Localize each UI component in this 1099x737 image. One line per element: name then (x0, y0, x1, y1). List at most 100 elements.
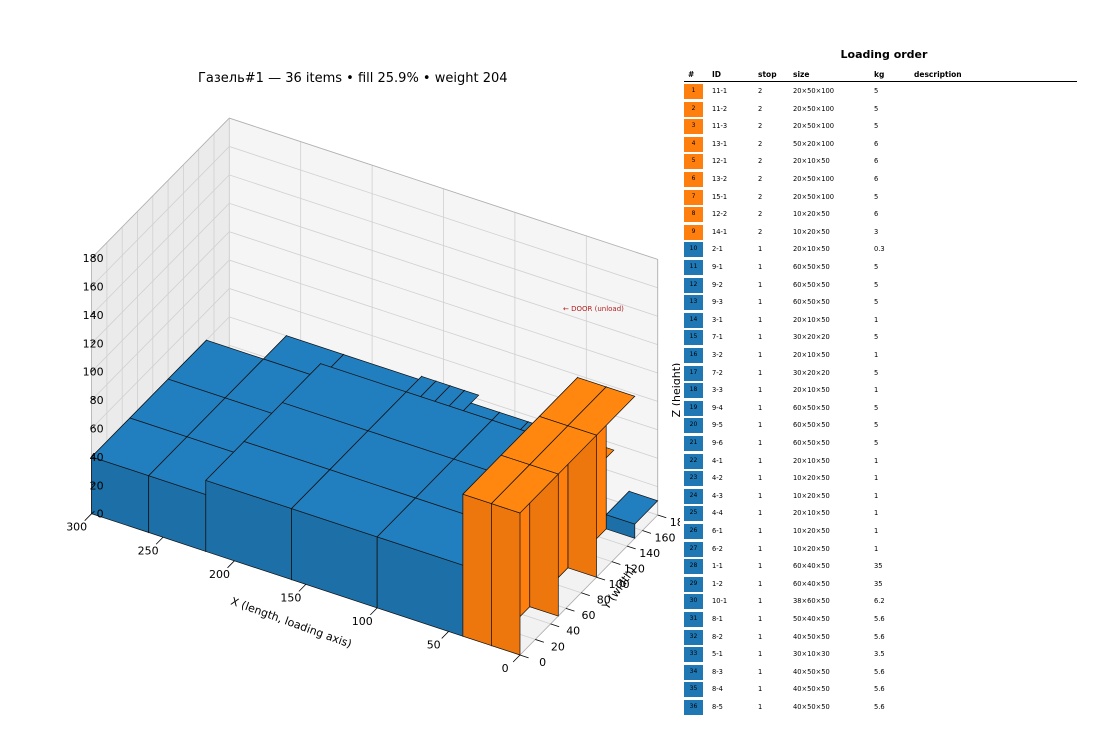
row-kg: 3 (874, 227, 879, 236)
x-tick-label: 50 (427, 639, 441, 652)
stop-color-swatch (684, 207, 703, 223)
stop-color-swatch (684, 629, 703, 645)
cargo-box-stop1 (90, 417, 188, 533)
row-size: 10×20×50 (793, 527, 830, 535)
row-size: 60×50×50 (793, 280, 830, 289)
stop-color-swatch (684, 541, 703, 557)
x-tick-label: 150 (280, 591, 301, 604)
loading-order-row: 18 3-3 1 20×10×50 1 (684, 382, 1084, 400)
z-tick (91, 482, 95, 486)
y-tick (565, 607, 575, 612)
y-tick-label: 0 (539, 656, 546, 669)
row-id: 7-1 (712, 333, 723, 342)
y-tick-label: 60 (582, 609, 596, 622)
row-size: 60×40×50 (793, 579, 830, 588)
loading-order-row: 31 8-1 1 50×40×50 5.6 (684, 611, 1084, 629)
row-id: 4-3 (712, 491, 723, 500)
row-size: 60×50×50 (793, 403, 830, 412)
row-kg: 3.5 (874, 650, 885, 659)
row-size: 10×20×50 (793, 210, 830, 219)
row-num: 30 (689, 597, 698, 605)
row-kg: 5 (874, 439, 879, 447)
row-size: 20×10×50 (793, 351, 830, 359)
door-annotation: ← DOOR (unload) (563, 305, 624, 313)
y-tick (581, 592, 590, 596)
row-num: 31 (689, 615, 698, 622)
x-tick-label: 100 (352, 615, 373, 628)
z-tick-label: 160 (83, 281, 104, 294)
y-tick-label: 160 (655, 531, 676, 544)
row-size: 20×50×100 (793, 87, 834, 95)
loading-order-row: 19 9-4 1 60×50×50 5 (684, 400, 1084, 418)
row-num: 16 (689, 351, 698, 358)
row-kg: 1 (874, 509, 879, 518)
box-face-top (605, 490, 659, 525)
row-id: 7-2 (712, 368, 723, 377)
row-stop: 2 (758, 122, 763, 131)
x-tick (298, 584, 307, 592)
loading-order-row: 5 12-1 2 20×10×50 6 (684, 153, 1084, 171)
row-size: 20×50×100 (793, 104, 834, 113)
row-id: 12-2 (712, 210, 728, 219)
row-stop: 2 (758, 139, 763, 148)
row-num: 10 (689, 245, 698, 253)
col-head-kg: kg (874, 70, 885, 79)
y-tick (657, 514, 667, 519)
x-tick (84, 513, 92, 521)
row-id: 1-2 (712, 579, 723, 588)
row-stop: 1 (758, 333, 763, 342)
loading-order-row: 17 7-2 1 30×20×20 5 (684, 365, 1084, 383)
col-head-size: size (793, 70, 810, 79)
row-num: 35 (689, 685, 698, 693)
row-num: 19 (689, 403, 698, 411)
row-id: 4-4 (712, 509, 723, 518)
stop-color-swatch (684, 383, 703, 399)
row-id: 2-1 (712, 245, 723, 254)
row-num: 24 (689, 491, 698, 499)
row-id: 8-2 (712, 632, 723, 641)
row-size: 20×10×50 (793, 245, 830, 254)
row-kg: 5 (874, 280, 879, 289)
row-num: 26 (689, 527, 698, 534)
x-tick (227, 560, 235, 569)
row-kg: 35 (874, 579, 883, 588)
z-tick (91, 369, 95, 373)
loading-order-row: 35 8-4 1 40×50×50 5.6 (684, 681, 1084, 699)
z-tick-label: 20 (90, 479, 104, 492)
loading-order-row: 34 8-3 1 40×50×50 5.6 (684, 664, 1084, 682)
row-id: 4-2 (712, 474, 723, 483)
box-face-side (491, 503, 521, 656)
loading-order-row: 15 7-1 1 30×20×20 5 (684, 329, 1084, 347)
row-stop: 1 (758, 456, 763, 465)
row-num: 5 (691, 157, 696, 165)
loading-order-row: 1 11-1 2 20×50×100 5 (684, 83, 1084, 101)
row-kg: 1 (874, 456, 879, 465)
loading-order-row: 9 14-1 2 10×20×50 3 (684, 224, 1084, 242)
row-stop: 1 (758, 527, 763, 535)
loading-order-row: 11 9-1 1 60×50×50 5 (684, 259, 1084, 277)
y-tick (611, 561, 621, 565)
row-id: 9-2 (712, 280, 723, 289)
row-kg: 5.6 (874, 632, 885, 641)
row-kg: 1 (874, 527, 879, 535)
loading-order-row: 6 13-2 2 20×50×100 6 (684, 171, 1084, 189)
row-kg: 1 (874, 315, 879, 324)
row-num: 8 (691, 210, 696, 218)
grid-line-z (91, 231, 658, 374)
row-kg: 5 (874, 192, 879, 201)
row-stop: 1 (758, 650, 763, 659)
row-num: 36 (689, 703, 698, 710)
row-id: 6-1 (712, 527, 723, 535)
chart-3d-plot: 0501001502002503000204060801001201401601… (66, 117, 680, 675)
row-id: 12-1 (712, 157, 728, 166)
row-stop: 1 (758, 298, 763, 307)
cargo-box-stop1 (148, 435, 245, 552)
x-tick-label: 0 (502, 662, 509, 675)
row-id: 9-1 (712, 263, 723, 271)
loading-order-row: 27 6-2 1 10×20×50 1 (684, 541, 1084, 559)
row-id: 8-4 (712, 685, 723, 694)
row-stop: 2 (758, 192, 763, 201)
row-stop: 1 (758, 685, 763, 694)
row-num: 3 (691, 122, 696, 130)
x-tick (512, 654, 521, 663)
